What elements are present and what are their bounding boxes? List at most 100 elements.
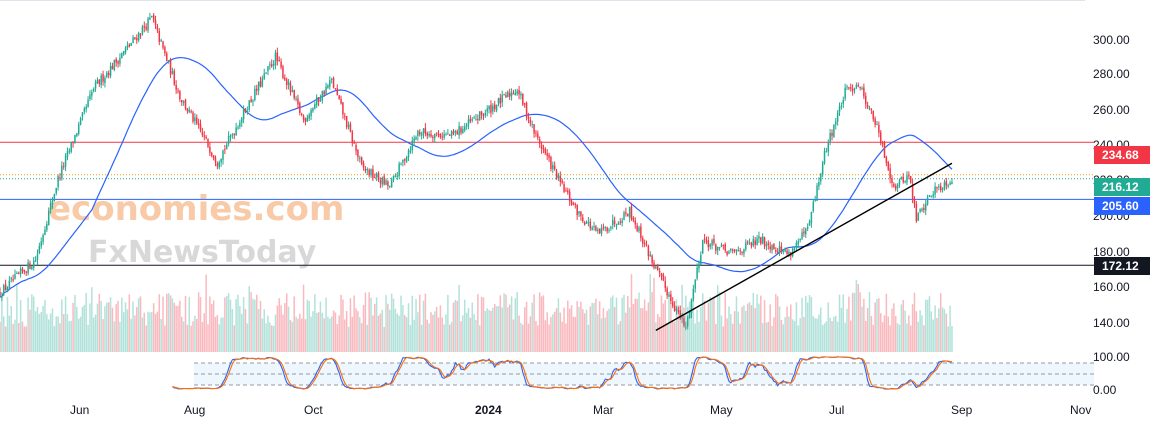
candle-body [205, 136, 207, 139]
volume-bar [550, 317, 552, 352]
volume-bar [754, 308, 756, 352]
candle [134, 37, 136, 40]
ytick-160: 160.00 [1093, 280, 1130, 294]
candle [443, 129, 445, 140]
volume-bar [724, 292, 726, 352]
candle-body [600, 228, 603, 234]
candle-body [894, 186, 897, 190]
candle-body [647, 245, 650, 257]
candle-body [212, 155, 215, 159]
candle-body [244, 109, 247, 113]
candle-body [563, 184, 565, 192]
candle [465, 122, 468, 130]
candle [285, 77, 288, 90]
candle [885, 155, 888, 167]
candle-body [531, 123, 533, 125]
volume-bar [211, 303, 213, 352]
volume-bar [598, 301, 601, 352]
candle [619, 218, 622, 226]
candle [117, 60, 119, 68]
candle-body [201, 131, 204, 135]
candle-body [643, 242, 646, 245]
candle-body [861, 88, 863, 90]
volume-bar [124, 302, 127, 352]
volume-bar [61, 299, 63, 352]
volume-bar [600, 318, 603, 352]
volume-bar [486, 308, 488, 352]
candle [291, 85, 294, 93]
volume-bar [413, 319, 415, 352]
volume-bar [347, 326, 350, 352]
volume-bar [128, 294, 131, 352]
volume-bar [89, 303, 91, 352]
candle-body [240, 118, 243, 123]
volume-bar [632, 303, 635, 352]
candle-body [357, 150, 359, 158]
volume-bar [259, 300, 262, 352]
candle [610, 225, 612, 231]
volume-bar [926, 299, 929, 352]
candle [879, 130, 882, 146]
candle [623, 210, 625, 221]
candle-body [192, 112, 194, 122]
candle-body [117, 61, 119, 64]
candle [89, 90, 91, 102]
candle [362, 160, 365, 171]
volume-bar [733, 311, 736, 352]
candle [827, 139, 830, 157]
candle-body [737, 249, 740, 251]
volume-bar [222, 317, 224, 352]
candle [866, 101, 869, 110]
candle-body [919, 209, 921, 212]
volume-bar [606, 310, 608, 352]
candle-body [868, 107, 871, 109]
candle [923, 203, 925, 213]
candle-body [10, 278, 12, 280]
candle-body [668, 294, 670, 297]
candle [857, 82, 860, 88]
candle [2, 283, 5, 297]
candle-body [130, 43, 132, 46]
level-label-black: 172.12 [1102, 259, 1139, 273]
candle-body [254, 88, 256, 100]
volume-bar [660, 295, 663, 352]
candle-body [582, 217, 584, 222]
candle [593, 221, 595, 231]
candle-body [782, 251, 785, 253]
candle [767, 240, 770, 250]
volume-bar [776, 296, 779, 352]
volume-bar [17, 323, 20, 352]
volume-bar [197, 292, 200, 352]
candle-body [649, 254, 652, 257]
candle-body [535, 132, 537, 134]
candle-body [776, 251, 779, 253]
volume-bar [364, 292, 367, 352]
candle [821, 160, 824, 178]
candle [570, 198, 573, 206]
volume-bar [201, 321, 204, 352]
candle [480, 110, 483, 120]
candle [239, 119, 241, 130]
volume-bar [803, 316, 805, 352]
candle-body [814, 199, 816, 201]
candle-body [349, 123, 352, 132]
candle-body [83, 108, 86, 112]
candle-body [46, 224, 48, 230]
volume-bar [737, 311, 740, 352]
candle [132, 34, 134, 44]
volume-bar [795, 302, 798, 352]
volume-bar [808, 295, 811, 352]
candle [493, 100, 496, 113]
candle-body [387, 181, 389, 187]
candle-body [642, 237, 644, 244]
volume-bar [21, 321, 24, 352]
candle-body [730, 249, 732, 251]
candle-body [432, 136, 434, 139]
candle [147, 16, 149, 34]
candle-body [518, 89, 520, 95]
candle-body [225, 144, 228, 149]
volume-bar [799, 318, 801, 352]
candle-body [522, 93, 524, 105]
candle-body [289, 83, 292, 93]
candle [327, 83, 329, 89]
